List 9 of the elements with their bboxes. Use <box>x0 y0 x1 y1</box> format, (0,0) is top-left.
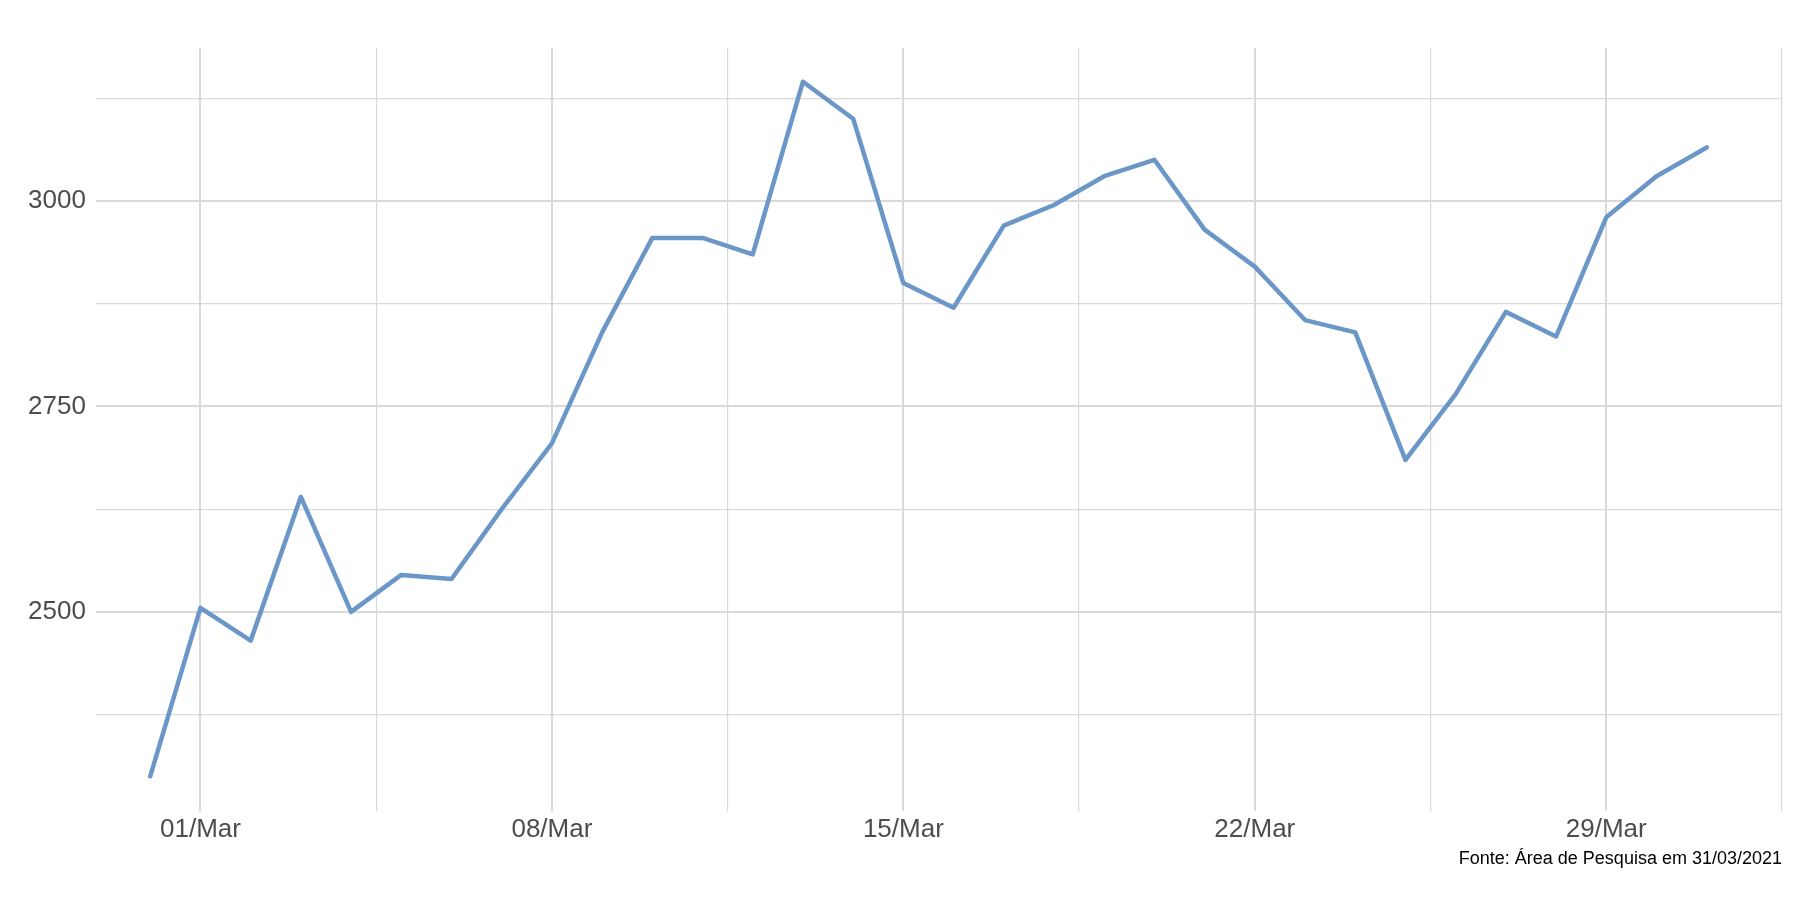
source-note: Fonte: Área de Pesquisa em 31/03/2021 <box>1457 848 1783 869</box>
x-tick-label: 15/Mar <box>862 812 945 843</box>
y-tick-label: 3000 <box>28 184 86 215</box>
x-tick-label: 29/Mar <box>1565 812 1648 843</box>
y-tick-label: 2500 <box>28 595 86 626</box>
x-tick-label: 01/Mar <box>159 812 242 843</box>
y-tick-label: 2750 <box>28 389 86 420</box>
x-tick-label: 08/Mar <box>511 812 593 843</box>
x-tick-label: 22/Mar <box>1214 812 1296 843</box>
